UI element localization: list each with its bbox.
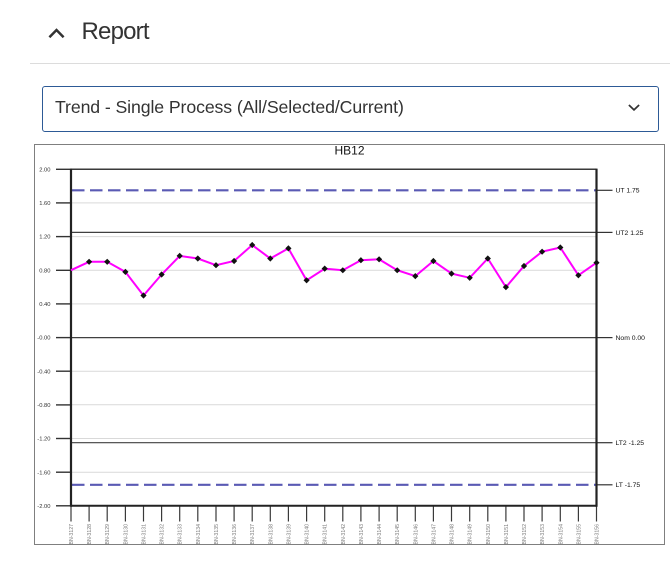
svg-text:BN-3127: BN-3127 bbox=[69, 524, 75, 544]
svg-text:BN-3134: BN-3134 bbox=[196, 524, 202, 544]
svg-text:BN-3147: BN-3147 bbox=[431, 524, 437, 544]
svg-text:BN-3132: BN-3132 bbox=[160, 524, 166, 544]
svg-text:BN-3144: BN-3144 bbox=[377, 524, 383, 544]
svg-text:2.00: 2.00 bbox=[39, 167, 50, 173]
svg-text:BN-3153: BN-3153 bbox=[540, 524, 546, 544]
svg-text:-1.60: -1.60 bbox=[37, 470, 50, 476]
svg-text:BN-3150: BN-3150 bbox=[486, 524, 492, 544]
svg-text:BN-3154: BN-3154 bbox=[558, 524, 564, 544]
svg-text:0.40: 0.40 bbox=[39, 302, 50, 308]
svg-text:BN-3128: BN-3128 bbox=[87, 524, 93, 544]
svg-text:-2.00: -2.00 bbox=[37, 504, 50, 510]
svg-text:Nom 0.00: Nom 0.00 bbox=[616, 335, 646, 342]
svg-text:LT2 -1.25: LT2 -1.25 bbox=[616, 440, 645, 447]
svg-text:-0.80: -0.80 bbox=[37, 403, 50, 409]
svg-text:BN-3146: BN-3146 bbox=[413, 524, 419, 544]
svg-text:BN-3140: BN-3140 bbox=[305, 524, 311, 544]
svg-text:BN-3141: BN-3141 bbox=[323, 524, 329, 544]
svg-text:0.80: 0.80 bbox=[39, 268, 50, 274]
svg-text:-0.40: -0.40 bbox=[37, 369, 50, 375]
svg-text:BN-3138: BN-3138 bbox=[268, 524, 274, 544]
svg-text:1.60: 1.60 bbox=[39, 201, 50, 207]
svg-text:BN-3130: BN-3130 bbox=[123, 524, 129, 544]
svg-text:BN-3156: BN-3156 bbox=[595, 524, 601, 544]
svg-text:BN-3155: BN-3155 bbox=[576, 524, 582, 544]
svg-text:1.20: 1.20 bbox=[39, 234, 50, 240]
svg-text:HB12: HB12 bbox=[334, 145, 364, 158]
svg-text:BN-3148: BN-3148 bbox=[450, 524, 456, 544]
svg-text:BN-3137: BN-3137 bbox=[250, 524, 256, 544]
svg-text:UT2 1.25: UT2 1.25 bbox=[616, 229, 644, 236]
svg-text:UT 1.75: UT 1.75 bbox=[616, 187, 640, 194]
svg-text:-0.00: -0.00 bbox=[37, 335, 50, 341]
svg-text:LT -1.75: LT -1.75 bbox=[616, 482, 641, 489]
svg-text:BN-3136: BN-3136 bbox=[232, 524, 238, 544]
svg-text:BN-3131: BN-3131 bbox=[142, 524, 148, 544]
svg-text:BN-3139: BN-3139 bbox=[286, 524, 292, 544]
svg-text:BN-3135: BN-3135 bbox=[214, 524, 220, 544]
svg-text:BN-3133: BN-3133 bbox=[178, 524, 184, 544]
svg-text:BN-3152: BN-3152 bbox=[522, 524, 528, 544]
svg-text:BN-3142: BN-3142 bbox=[341, 524, 347, 544]
svg-text:BN-3151: BN-3151 bbox=[504, 524, 510, 544]
svg-text:BN-3129: BN-3129 bbox=[105, 524, 111, 544]
svg-text:BN-3145: BN-3145 bbox=[395, 524, 401, 544]
svg-text:-1.20: -1.20 bbox=[37, 436, 50, 442]
svg-text:BN-3149: BN-3149 bbox=[468, 524, 474, 544]
svg-text:BN-3143: BN-3143 bbox=[359, 524, 365, 544]
